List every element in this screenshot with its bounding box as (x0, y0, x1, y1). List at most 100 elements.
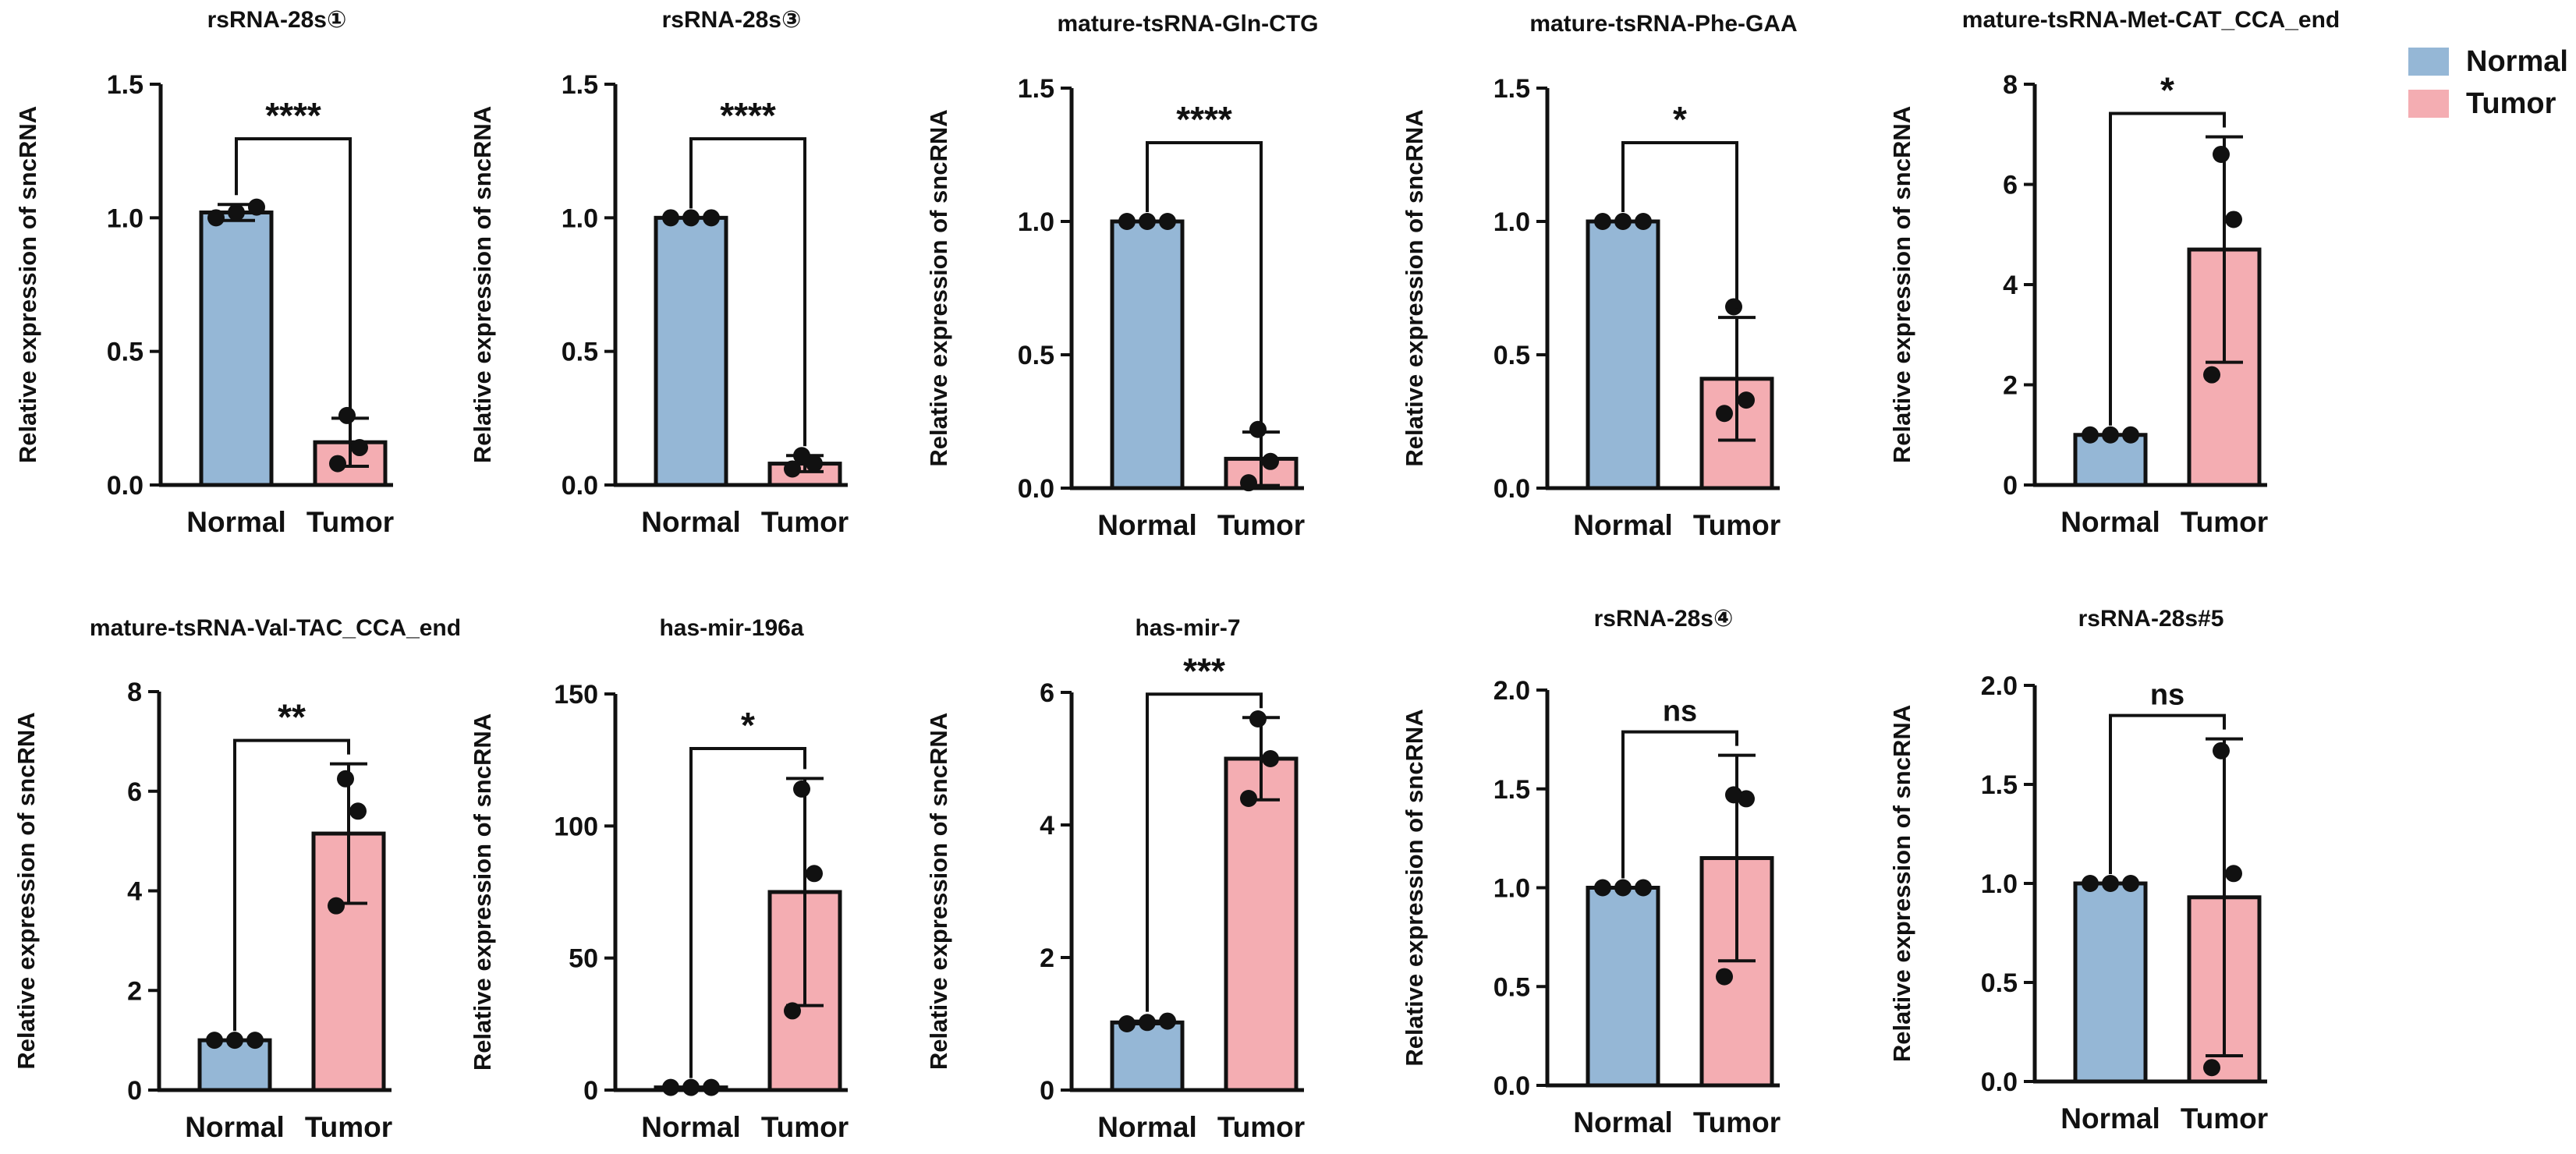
legend: Normal Tumor (2408, 41, 2568, 125)
significance-bracket (1621, 141, 1738, 309)
y-tick-label: 1.0 (1981, 869, 2018, 899)
data-point (1249, 420, 1267, 438)
data-point (206, 1032, 223, 1050)
y-tick-label: 0 (127, 1076, 142, 1106)
chart-panel: mature-tsRNA-Phe-GAA Relative expression … (1401, 11, 1798, 541)
chart-title: has-mir-7 (1135, 615, 1240, 641)
data-point (2213, 742, 2230, 759)
x-tick-label: Normal (641, 506, 740, 538)
y-tick-label: 0.0 (1494, 1071, 1530, 1101)
significance-label: ns (1663, 696, 1697, 728)
y-tick-label: 0.0 (562, 471, 598, 501)
chart-title: rsRNA-28s#5 (2078, 606, 2224, 632)
data-point (2102, 426, 2119, 444)
y-tick-label: 0.0 (1018, 474, 1054, 504)
significance-label: **** (265, 95, 321, 136)
y-tick-label: 2 (127, 976, 142, 1006)
bar-tumor (1224, 756, 1299, 1092)
significance-label: ns (2150, 679, 2184, 712)
y-tick-label: 4 (1040, 811, 1054, 841)
y-tick-label: 50 (569, 944, 598, 974)
data-point (1594, 213, 1611, 230)
significance-bracket (1621, 730, 1738, 879)
x-tick-label: Normal (1097, 509, 1196, 541)
y-tick-label: 0.5 (1981, 968, 2018, 998)
x-tick-label: Tumor (2181, 506, 2268, 538)
y-axis-label: Relative expression of sncRNA (12, 712, 40, 1069)
chart-title: mature-tsRNA-Met-CAT_CCA_end (1962, 7, 2340, 33)
x-tick-label: Normal (185, 1111, 284, 1143)
y-tick-label: 1.5 (1018, 74, 1054, 104)
y-axis-label: Relative expression of sncRNA (469, 713, 496, 1071)
chart-title: rsRNA-28s③ (662, 7, 802, 33)
data-point (2225, 211, 2242, 228)
chart-panel: has-mir-7 Relative expression of sncRNA 0 2… (925, 615, 1305, 1143)
significance-bracket (1146, 141, 1263, 423)
data-point (793, 447, 810, 465)
y-axis-label: Relative expression of sncRNA (469, 106, 496, 463)
y-tick-label: 2.0 (1494, 676, 1530, 706)
x-tick-label: Normal (1573, 1106, 1672, 1138)
significance-label: *** (1183, 650, 1225, 691)
data-point (1240, 790, 1257, 807)
data-point (1716, 968, 1733, 986)
significance-bracket (233, 738, 350, 1032)
data-point (1240, 474, 1257, 492)
legend-swatch-tumor (2408, 90, 2449, 118)
x-tick-label: Normal (641, 1111, 740, 1143)
bar-normal (2073, 881, 2148, 1084)
data-point (1635, 213, 1652, 230)
x-tick-label: Tumor (1693, 1106, 1781, 1138)
data-point (226, 1032, 243, 1050)
chart-title: mature-tsRNA-Val-TAC_CCA_end (90, 615, 461, 641)
chart-title: rsRNA-28s④ (1594, 606, 1734, 632)
significance-bracket (689, 137, 806, 447)
y-axis-label: Relative expression of sncRNA (1888, 705, 1915, 1062)
data-point (1262, 452, 1279, 470)
y-tick-label: 1.5 (562, 70, 598, 100)
data-point (703, 209, 720, 227)
y-tick-label: 1.5 (1494, 74, 1530, 104)
chart-title: mature-tsRNA-Gln-CTG (1058, 11, 1319, 37)
y-tick-label: 1.5 (1981, 770, 2018, 800)
data-point (328, 897, 345, 915)
y-tick-label: 1.5 (107, 70, 144, 100)
significance-label: ** (278, 697, 306, 738)
data-point (1118, 1015, 1136, 1032)
chart-panel: mature-tsRNA-Met-CAT_CCA_end Relative exp… (1888, 7, 2340, 538)
data-point (207, 209, 225, 227)
chart-title: rsRNA-28s① (207, 7, 347, 33)
y-axis-label: Relative expression of sncRNA (1401, 109, 1428, 466)
chart-panel: rsRNA-28s③ Relative expression of sncRNA 0… (469, 7, 849, 538)
y-axis-label: Relative expression of sncRNA (1401, 709, 1428, 1066)
data-point (1139, 1014, 1156, 1032)
significance-label: **** (1176, 99, 1232, 140)
y-tick-label: 2 (2003, 371, 2018, 401)
data-point (329, 455, 346, 473)
data-point (2102, 875, 2119, 892)
data-point (2203, 366, 2220, 384)
y-tick-label: 0.0 (1494, 474, 1530, 504)
data-point (1725, 786, 1742, 804)
chart-panel: mature-tsRNA-Val-TAC_CCA_end Relative exp… (12, 615, 461, 1143)
data-point (248, 198, 265, 216)
y-tick-label: 0.0 (107, 471, 144, 501)
significance-bracket (2109, 112, 2226, 426)
data-point (228, 204, 245, 221)
bar-normal (1110, 1020, 1185, 1092)
y-tick-label: 100 (554, 812, 598, 841)
bar-normal (1586, 886, 1660, 1088)
data-point (1738, 391, 1755, 409)
y-tick-label: 1.0 (1494, 207, 1530, 237)
y-tick-label: 6 (127, 777, 142, 807)
y-tick-label: 4 (127, 877, 142, 907)
legend-swatch-normal (2408, 48, 2449, 76)
data-point (351, 439, 368, 457)
y-tick-label: 0.5 (1018, 341, 1054, 370)
x-tick-label: Tumor (1217, 509, 1305, 541)
chart-panel: mature-tsRNA-Gln-CTG Relative expression … (925, 11, 1319, 541)
data-point (1159, 1012, 1176, 1030)
legend-item-tumor: Tumor (2408, 83, 2568, 125)
y-tick-label: 2 (1040, 943, 1054, 973)
data-point (2082, 875, 2099, 892)
